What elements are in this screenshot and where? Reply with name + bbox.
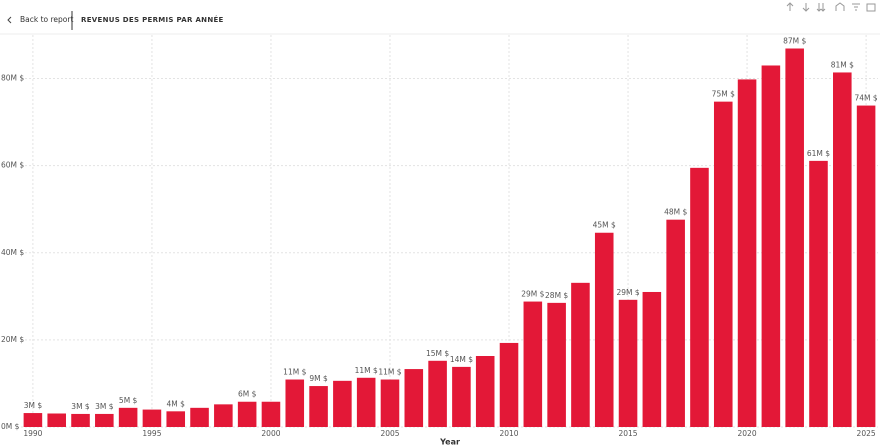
data-label: 3M $: [71, 402, 90, 411]
data-label: 3M $: [95, 402, 114, 411]
bar: [261, 401, 281, 427]
data-label: 61M $: [807, 149, 830, 158]
bar: [856, 105, 876, 427]
x-tick-label: 1990: [23, 429, 42, 438]
bar: [190, 407, 209, 427]
bar: [809, 160, 828, 427]
bar: [594, 232, 614, 427]
data-label: 48M $: [664, 208, 687, 217]
bar: [475, 356, 495, 427]
bar: [547, 302, 566, 427]
bar: [404, 369, 424, 427]
x-tick-label: 2000: [261, 429, 280, 438]
x-tick-label: 2015: [618, 429, 637, 438]
data-label: 11M $: [283, 368, 306, 377]
data-label: 28M $: [545, 291, 568, 300]
back-icon[interactable]: [7, 16, 12, 24]
y-tick-label: 20M $: [1, 335, 24, 344]
bar: [309, 386, 328, 427]
bar: [761, 65, 781, 427]
x-tick-label: 2010: [499, 429, 518, 438]
bar: [23, 413, 43, 427]
data-label: 81M $: [831, 60, 854, 69]
data-label: 14M $: [450, 355, 473, 364]
x-tick-label: 2005: [380, 429, 399, 438]
data-label: 4M $: [167, 399, 186, 408]
x-tick-label: 2025: [857, 429, 876, 438]
focus-mode[interactable]: [866, 3, 876, 12]
bar: [333, 380, 352, 427]
x-axis-title: Year: [439, 438, 460, 446]
drill-down[interactable]: [802, 3, 810, 12]
bar: [285, 379, 305, 427]
bar: [166, 411, 186, 427]
data-label: 29M $: [521, 290, 544, 299]
bar: [499, 342, 519, 427]
data-label: 15M $: [426, 349, 449, 358]
data-label: 87M $: [783, 37, 806, 46]
bar: [118, 407, 138, 427]
bar: [737, 79, 757, 427]
data-label: 45M $: [593, 221, 616, 230]
bar: [618, 299, 638, 427]
data-label: 11M $: [355, 366, 378, 375]
visual-title: REVENUS DES PERMIS PAR ANNÉE: [81, 15, 224, 24]
expand-next[interactable]: [835, 2, 845, 11]
bar: [142, 409, 162, 427]
bar: [47, 413, 66, 427]
bar: [71, 413, 90, 427]
bar: [380, 379, 400, 427]
data-label: 5M $: [119, 396, 138, 405]
back-button[interactable]: Back to report: [20, 15, 73, 24]
bar: [666, 219, 685, 427]
bar: [214, 404, 233, 427]
bar: [237, 401, 257, 427]
data-label: 11M $: [378, 368, 401, 377]
data-label: 75M $: [712, 90, 735, 99]
bar: [95, 413, 114, 427]
data-label: 6M $: [238, 390, 257, 399]
x-tick-label: 2020: [738, 429, 757, 438]
bar: [452, 366, 471, 427]
drill-up[interactable]: [786, 2, 794, 11]
bar: [642, 291, 662, 427]
data-label: 74M $: [855, 94, 878, 103]
x-tick-label: 1995: [142, 429, 161, 438]
bar: [356, 377, 376, 427]
toolbar: [786, 2, 876, 12]
y-tick-label: 0M $: [1, 422, 20, 431]
bar: [690, 167, 709, 427]
bar: [785, 48, 804, 427]
data-label: 3M $: [24, 401, 43, 410]
bar: [523, 301, 543, 427]
data-label: 9M $: [309, 374, 328, 383]
bar: [713, 101, 733, 427]
y-tick-label: 60M $: [1, 161, 24, 170]
y-tick-label: 40M $: [1, 248, 24, 257]
expand[interactable]: [816, 3, 826, 12]
filter[interactable]: [852, 3, 860, 11]
bar: [833, 72, 852, 428]
data-label: 29M $: [616, 288, 639, 297]
bar: [571, 282, 590, 427]
y-tick-label: 80M $: [1, 74, 24, 83]
bar: [428, 360, 447, 427]
